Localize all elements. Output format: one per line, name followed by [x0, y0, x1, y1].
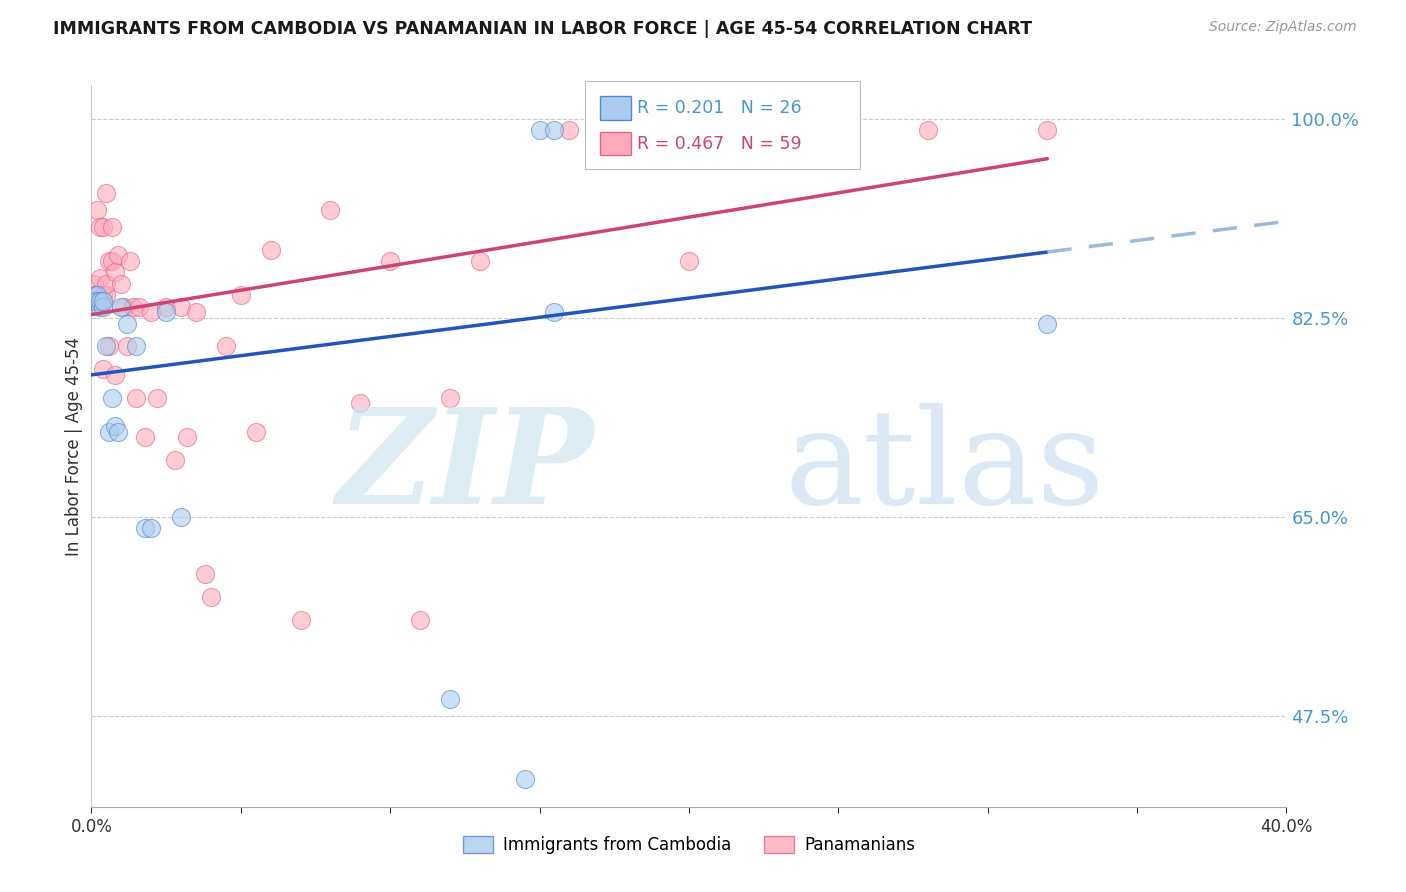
Point	[1036, 123, 1059, 137]
Point	[797, 123, 820, 137]
Point	[245, 425, 267, 439]
Point	[163, 453, 186, 467]
Point	[86, 293, 108, 308]
Point	[96, 339, 118, 353]
Point	[98, 339, 121, 353]
Text: R = 0.201   N = 26: R = 0.201 N = 26	[637, 99, 801, 117]
Point	[89, 300, 111, 314]
Point	[104, 265, 127, 279]
Text: R = 0.467   N = 59: R = 0.467 N = 59	[637, 135, 801, 153]
Point	[128, 300, 150, 314]
Point	[170, 510, 193, 524]
Point	[101, 254, 124, 268]
Point	[917, 123, 939, 137]
Point	[86, 202, 108, 217]
Point	[96, 277, 118, 291]
Point	[107, 425, 129, 439]
Point	[319, 202, 342, 217]
Point	[134, 521, 156, 535]
Point	[89, 293, 111, 308]
Point	[86, 288, 108, 302]
Point	[290, 613, 312, 627]
Point	[543, 123, 565, 137]
Point	[141, 305, 163, 319]
Point	[83, 277, 105, 291]
Point	[110, 300, 132, 314]
Point	[96, 186, 118, 200]
Point	[200, 590, 222, 604]
Point	[83, 293, 105, 308]
Point	[112, 300, 135, 314]
Point	[468, 254, 491, 268]
Y-axis label: In Labor Force | Age 45-54: In Labor Force | Age 45-54	[65, 336, 83, 556]
Point	[146, 391, 169, 405]
Point	[558, 123, 581, 137]
Point	[229, 288, 252, 302]
Point	[134, 430, 156, 444]
Point	[89, 271, 111, 285]
Point	[115, 317, 138, 331]
Point	[98, 425, 121, 439]
Point	[349, 396, 371, 410]
Point	[98, 254, 121, 268]
Point	[439, 692, 461, 706]
Point	[619, 123, 641, 137]
Point	[125, 391, 148, 405]
Point	[184, 305, 207, 319]
Point	[543, 305, 565, 319]
Legend: Immigrants from Cambodia, Panamanians: Immigrants from Cambodia, Panamanians	[456, 829, 922, 861]
Point	[125, 339, 148, 353]
Point	[86, 293, 108, 308]
Point	[155, 305, 177, 319]
Point	[93, 300, 115, 314]
Point	[141, 521, 163, 535]
Point	[115, 339, 138, 353]
Point	[380, 254, 402, 268]
Point	[86, 293, 108, 308]
Point	[409, 613, 432, 627]
Point	[215, 339, 238, 353]
Point	[93, 362, 115, 376]
Point	[89, 219, 111, 234]
Point	[176, 430, 198, 444]
Point	[96, 288, 118, 302]
Point	[89, 293, 111, 308]
Text: ZIP: ZIP	[336, 403, 593, 533]
Point	[170, 300, 193, 314]
Point	[122, 300, 145, 314]
Point	[93, 293, 115, 308]
Point	[194, 567, 217, 582]
Point	[83, 293, 105, 308]
Point	[86, 288, 108, 302]
Text: atlas: atlas	[785, 403, 1105, 533]
Point	[104, 368, 127, 382]
Point	[1036, 317, 1059, 331]
Point	[110, 277, 132, 291]
Point	[259, 243, 281, 257]
Point	[93, 219, 115, 234]
Point	[155, 300, 177, 314]
Text: IMMIGRANTS FROM CAMBODIA VS PANAMANIAN IN LABOR FORCE | AGE 45-54 CORRELATION CH: IMMIGRANTS FROM CAMBODIA VS PANAMANIAN I…	[53, 20, 1032, 37]
Point	[439, 391, 461, 405]
Point	[89, 293, 111, 308]
Point	[529, 123, 551, 137]
Text: Source: ZipAtlas.com: Source: ZipAtlas.com	[1209, 20, 1357, 34]
Point	[513, 772, 536, 786]
Point	[83, 293, 105, 308]
Point	[83, 288, 105, 302]
Point	[101, 219, 124, 234]
Point	[120, 254, 142, 268]
Point	[101, 391, 124, 405]
Point	[107, 248, 129, 262]
Point	[89, 293, 111, 308]
Point	[678, 254, 700, 268]
Point	[93, 288, 115, 302]
Point	[104, 419, 127, 434]
